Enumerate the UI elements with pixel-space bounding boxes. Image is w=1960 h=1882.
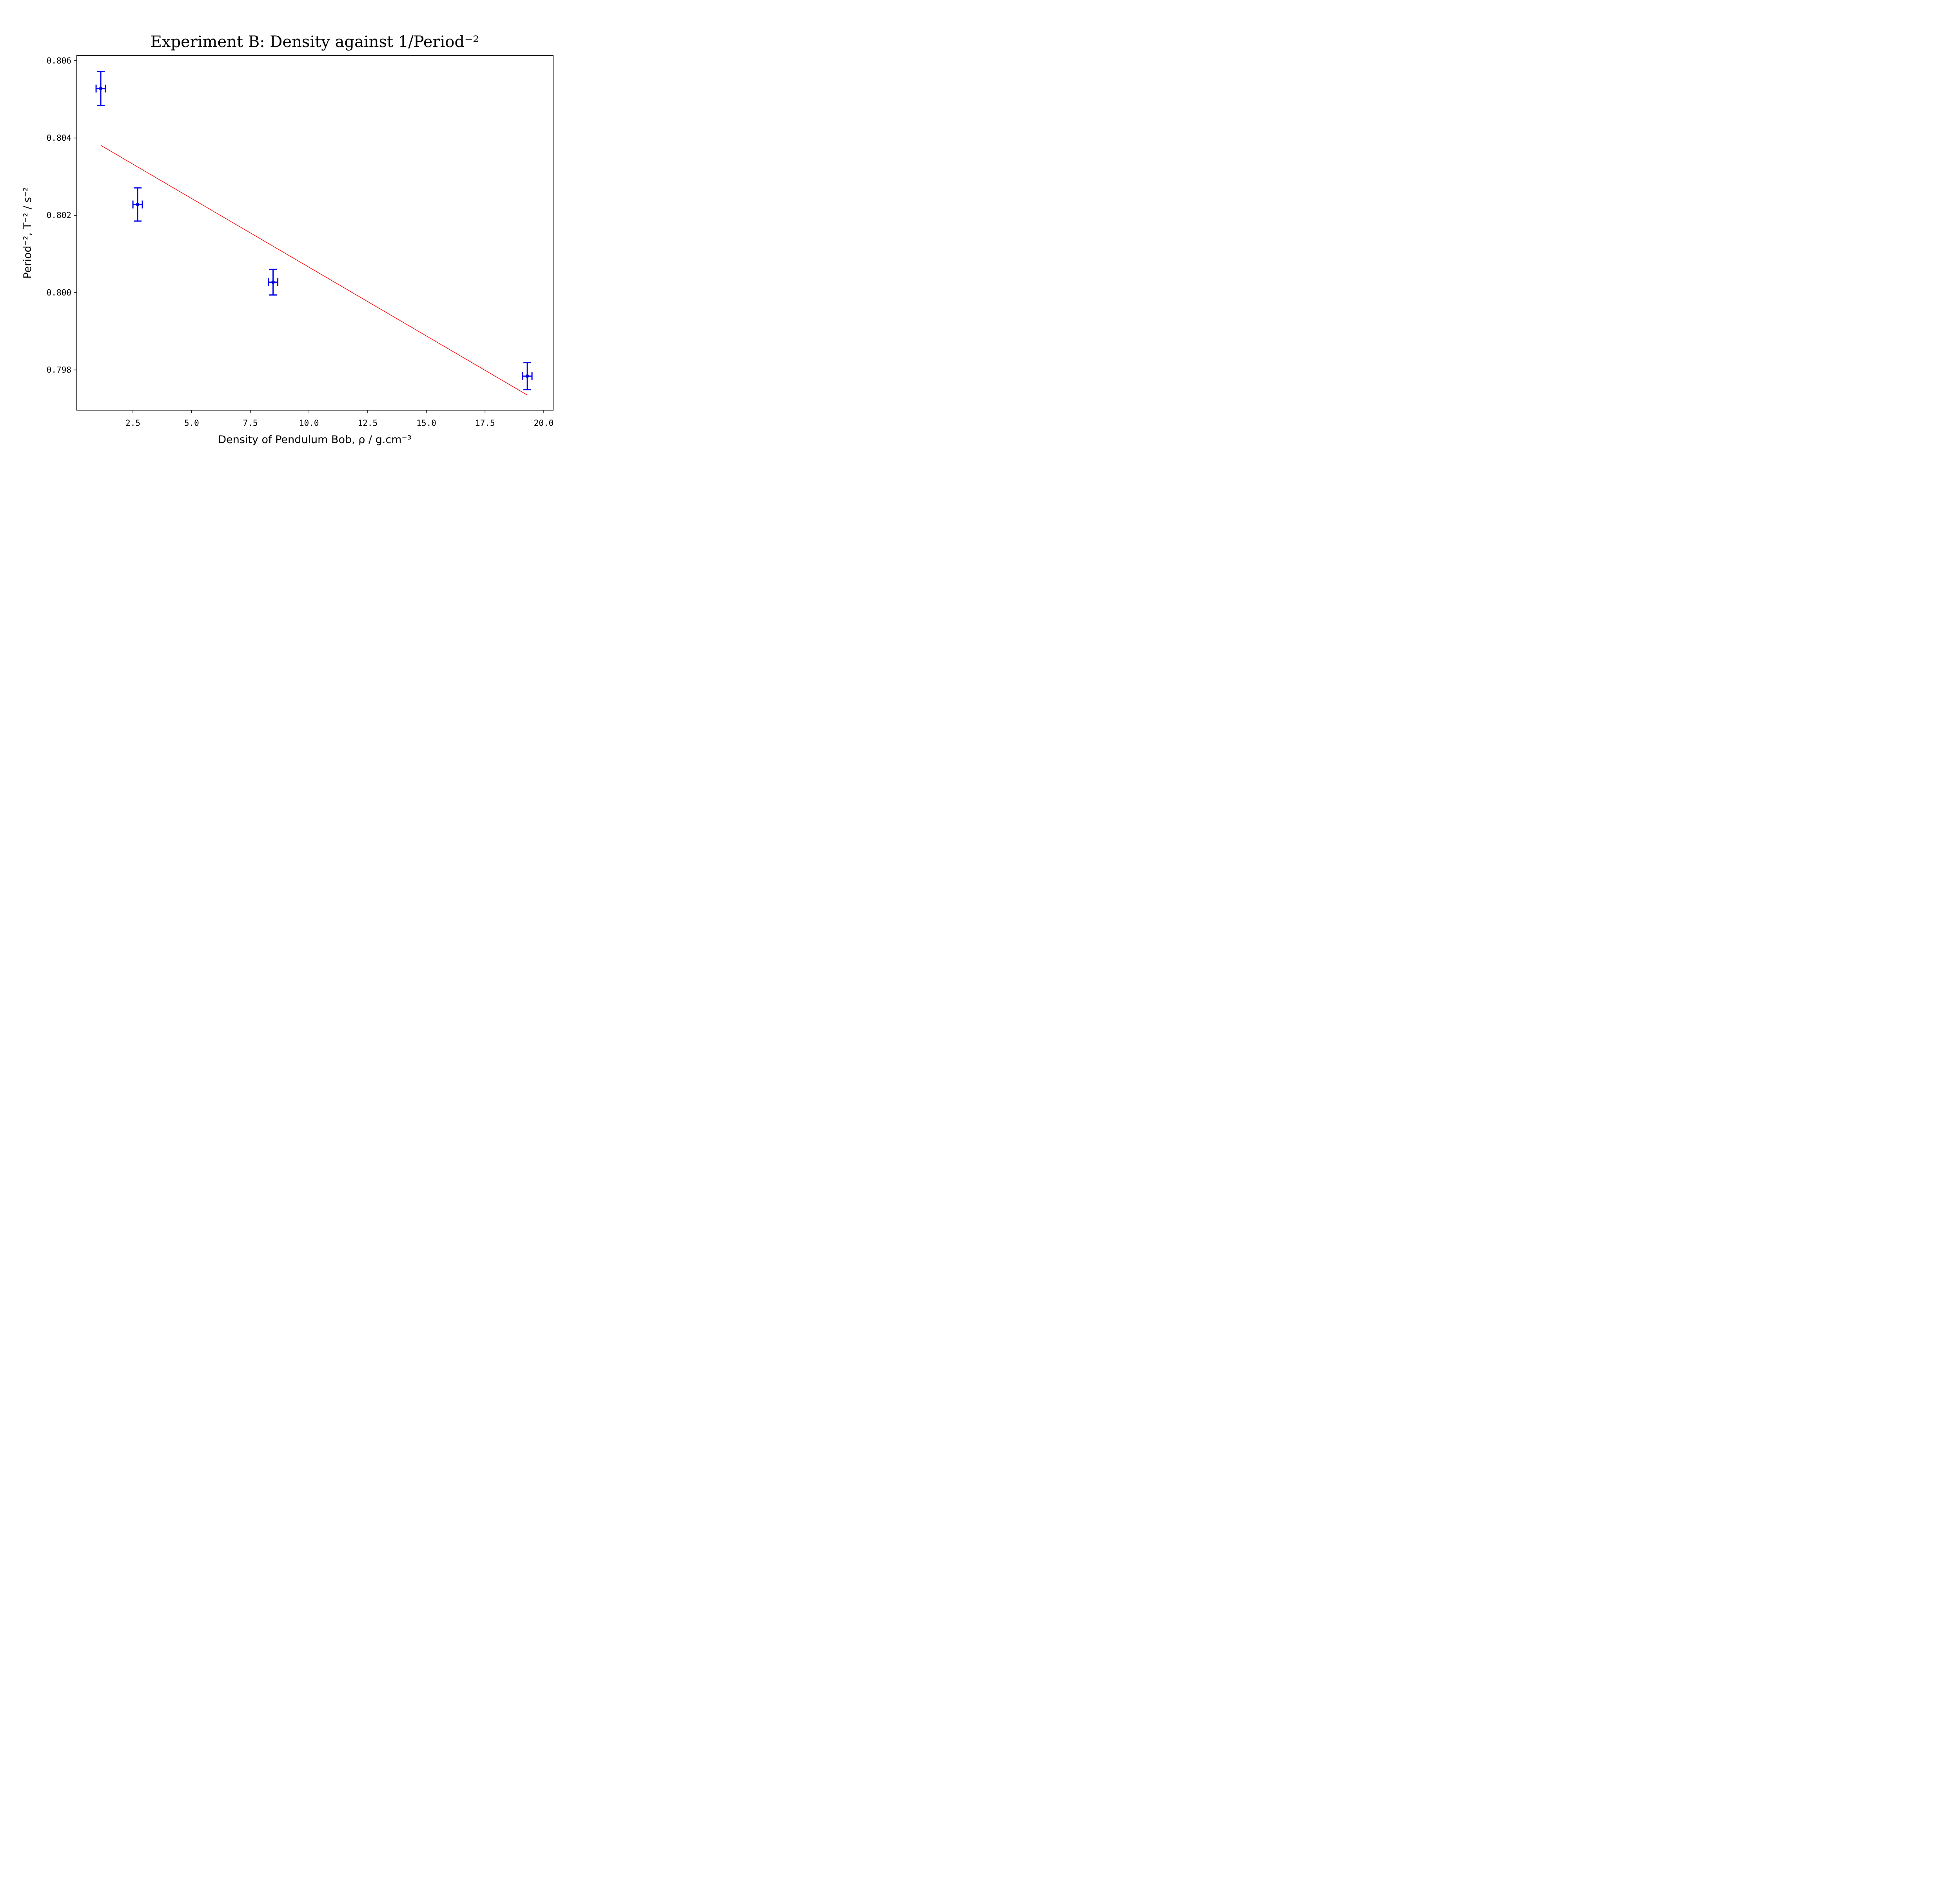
data-point-marker (99, 87, 103, 91)
data-point-with-errorbars (132, 187, 143, 222)
y-tick-label: 0.806 (47, 56, 71, 65)
y-tick-label: 0.802 (47, 211, 71, 220)
y-tick-label: 0.798 (47, 365, 71, 374)
data-point-marker (271, 280, 275, 284)
x-tick-label: 7.5 (243, 418, 258, 428)
x-tick-label: 15.0 (416, 418, 436, 428)
chart-figure: Experiment B: Density against 1/Period⁻²… (0, 0, 606, 455)
plot-frame (76, 55, 554, 411)
chart-title: Experiment B: Density against 1/Period⁻² (151, 33, 479, 51)
x-axis-ticks: 2.5 5.0 7.5 10.0 12.5 15.0 17.5 20.0 (125, 410, 554, 428)
x-tick-label: 5.0 (184, 418, 199, 428)
y-axis-ticks: 0.798 0.800 0.802 0.804 0.806 (47, 56, 77, 374)
y-tick-label: 0.804 (47, 133, 71, 143)
fit-line (100, 145, 528, 396)
data-point-marker (136, 203, 140, 207)
x-tick-label: 20.0 (534, 418, 554, 428)
y-tick-label: 0.800 (47, 288, 71, 297)
figure-background (0, 0, 606, 455)
plot-content (95, 71, 533, 396)
data-point-with-errorbars (268, 269, 279, 296)
y-axis-label: Period⁻², T⁻² / s⁻² (22, 187, 34, 278)
x-tick-label: 12.5 (358, 418, 378, 428)
data-point-marker (525, 374, 529, 378)
x-tick-label: 17.5 (475, 418, 495, 428)
x-tick-label: 10.0 (299, 418, 319, 428)
x-tick-label: 2.5 (125, 418, 140, 428)
data-point-with-errorbars (95, 71, 106, 106)
x-axis-label: Density of Pendulum Bob, ρ / g.cm⁻³ (218, 434, 411, 446)
data-point-with-errorbars (522, 362, 533, 391)
